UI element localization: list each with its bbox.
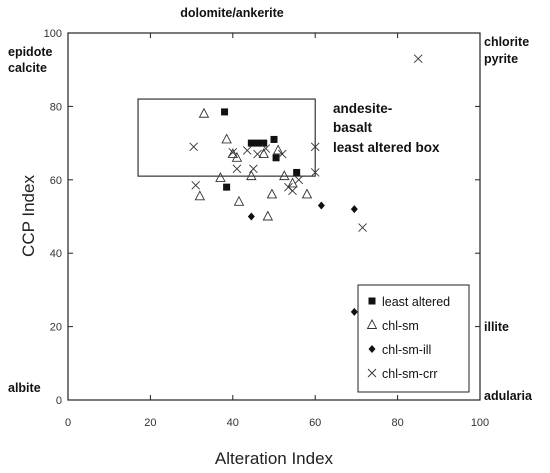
corner-label-epidote: epidote	[8, 45, 52, 59]
x-tick-label: 60	[309, 417, 321, 429]
legend-label: chl-sm-crr	[382, 367, 438, 381]
point-triangle	[233, 195, 245, 206]
y-tick-label: 60	[50, 175, 62, 187]
point-square	[293, 168, 301, 176]
point-cross	[310, 142, 320, 152]
legend-marker-square	[368, 297, 376, 305]
box-label-line3: least altered box	[333, 140, 440, 155]
point-triangle	[279, 170, 290, 181]
point-cross	[242, 146, 252, 155]
point-square	[270, 135, 278, 143]
point-diamond	[317, 201, 325, 210]
point-cross	[261, 144, 271, 153]
corner-label-dolomite-ankerite: dolomite/ankerite	[180, 6, 284, 20]
point-square	[254, 139, 262, 147]
point-diamond	[350, 307, 358, 316]
plot-area-frame	[67, 32, 481, 401]
box-label-line2: basalt	[333, 120, 373, 135]
x-tick-label: 0	[65, 417, 71, 429]
legend-marker-triangle	[366, 319, 378, 329]
point-cross	[189, 142, 198, 152]
legend-label: chl-sm-ill	[382, 343, 431, 357]
legend-marker-diamond	[368, 345, 376, 353]
legend-frame	[357, 284, 470, 393]
point-diamond	[247, 212, 255, 221]
point-triangle	[231, 151, 243, 162]
y-axis-ticks: 0 20 40 60 80 100	[44, 28, 480, 407]
point-cross	[277, 149, 287, 159]
point-cross	[228, 147, 238, 157]
least-altered-box	[137, 98, 316, 177]
point-triangle	[287, 177, 298, 188]
point-triangle	[246, 170, 257, 181]
y-axis-title: CCP Index	[19, 175, 38, 257]
x-axis-ticks: 0 20 40 60 80 100	[65, 33, 489, 429]
point-cross	[249, 164, 258, 174]
y-tick-label: 80	[50, 101, 62, 113]
point-triangle	[266, 188, 278, 199]
corner-label-chlorite: chlorite	[484, 35, 529, 49]
point-cross	[232, 164, 242, 174]
point-diamond	[350, 205, 358, 214]
legend-label: chl-sm	[382, 319, 419, 333]
point-triangle	[221, 133, 232, 144]
point-triangle	[215, 172, 226, 182]
corner-label-pyrite: pyrite	[484, 52, 518, 66]
y-tick-label: 0	[56, 395, 62, 407]
point-cross	[288, 186, 297, 196]
point-cross	[413, 54, 423, 64]
x-tick-label: 100	[471, 417, 489, 429]
point-triangle	[262, 210, 274, 221]
x-tick-label: 20	[144, 417, 156, 429]
point-triangle	[194, 190, 206, 201]
data-points	[189, 54, 423, 316]
y-tick-label: 100	[44, 28, 62, 40]
corner-label-calcite: calcite	[8, 61, 47, 75]
point-square	[221, 108, 229, 116]
point-square	[260, 139, 268, 147]
box-label-line1: andesite-	[333, 101, 392, 116]
point-triangle	[198, 107, 210, 118]
point-triangle	[258, 148, 269, 159]
point-cross	[294, 175, 304, 185]
legend-label: least altered	[382, 295, 450, 309]
point-cross	[253, 149, 262, 159]
point-square	[247, 139, 255, 147]
x-tick-label: 80	[391, 417, 403, 429]
corner-label-albite: albite	[8, 381, 41, 395]
legend-marker-cross	[367, 368, 377, 378]
point-cross	[358, 223, 367, 232]
corner-label-illite: illite	[484, 320, 509, 334]
x-axis-title: Alteration Index	[215, 449, 334, 468]
y-tick-label: 40	[50, 248, 62, 260]
point-square	[223, 183, 231, 191]
x-tick-label: 40	[227, 417, 239, 429]
point-triangle	[227, 148, 239, 159]
point-cross	[310, 168, 320, 177]
corner-label-adularia: adularia	[484, 389, 533, 403]
point-triangle	[301, 188, 313, 199]
y-tick-label: 20	[50, 322, 62, 334]
point-square	[272, 154, 280, 162]
point-triangle	[272, 144, 284, 155]
legend: least altered chl-sm chl-sm-ill chl-sm-crr	[366, 295, 450, 381]
point-cross	[191, 180, 201, 190]
